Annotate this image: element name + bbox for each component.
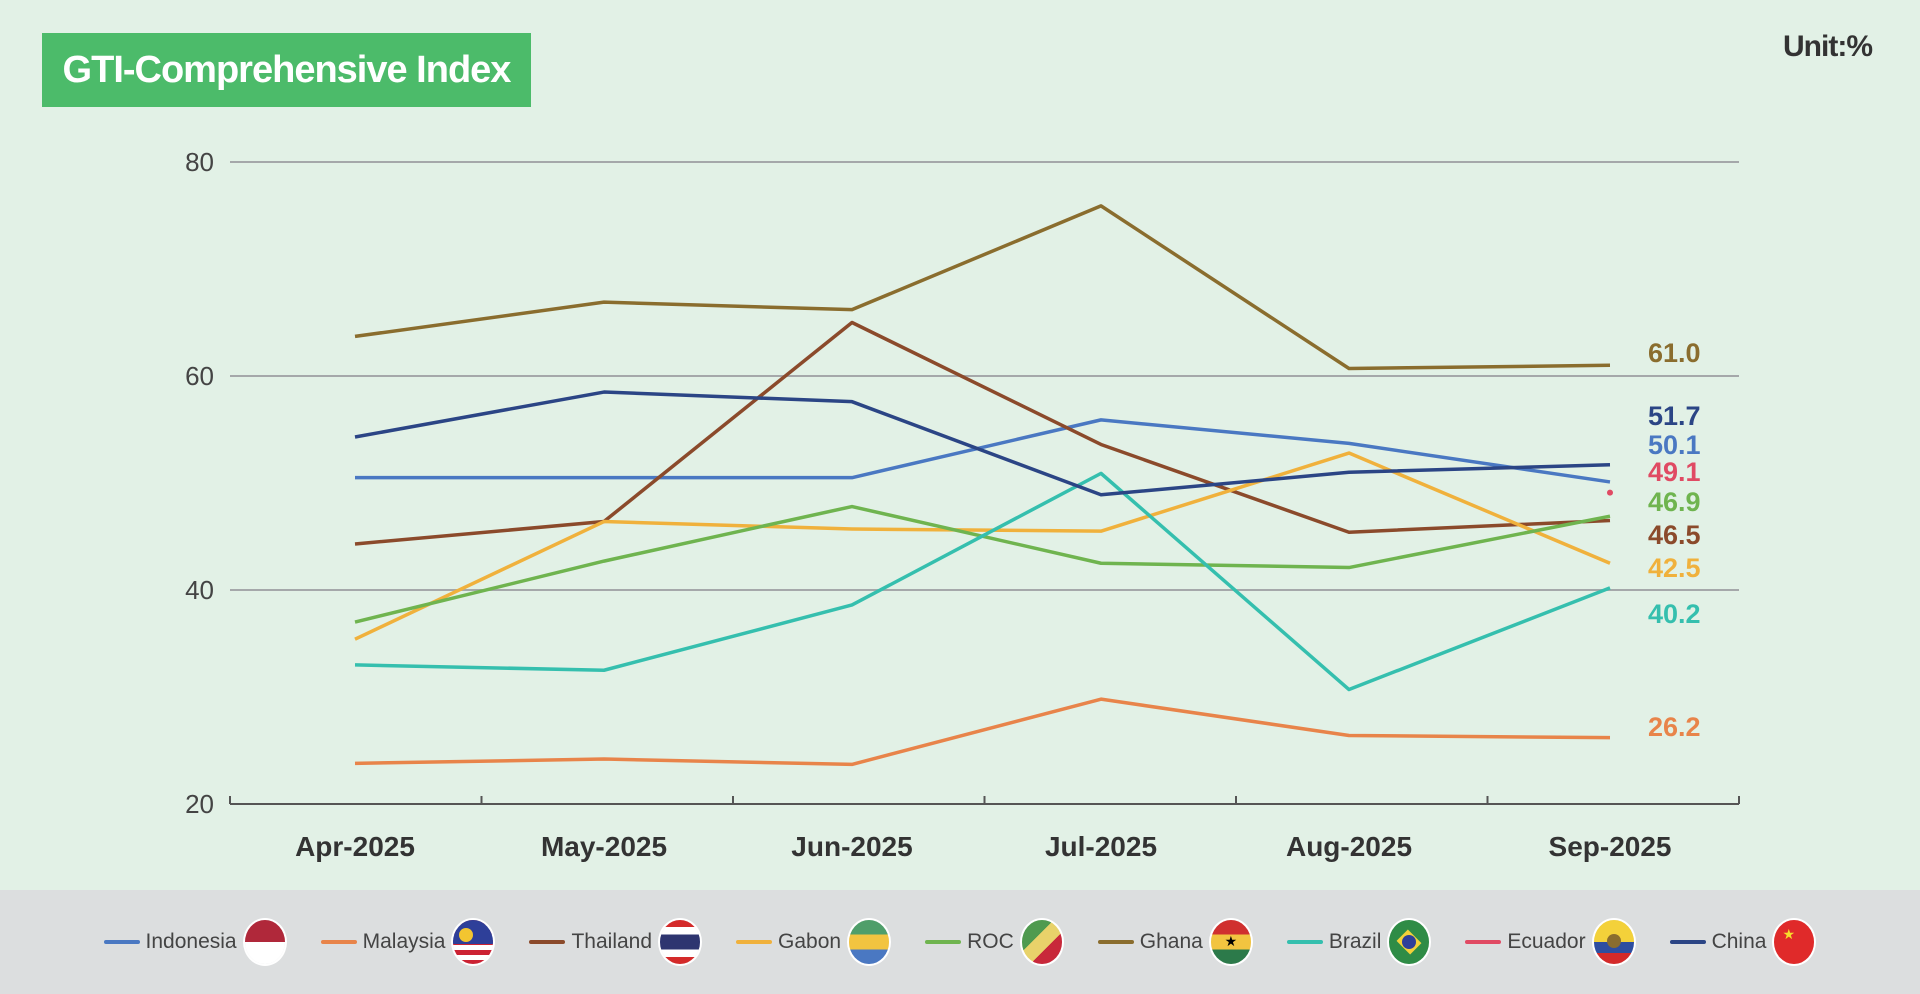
end-value-label: 40.2 (1648, 599, 1701, 629)
x-tick-label: Sep-2025 (1549, 831, 1672, 862)
unit-label: Unit:% (1783, 30, 1873, 63)
gabon-flag-icon (847, 918, 892, 966)
y-tick-label: 80 (185, 147, 214, 177)
legend-label: Indonesia (145, 930, 237, 953)
legend-item-ecuador: Ecuador (1465, 918, 1636, 966)
x-tick-label: May-2025 (541, 831, 667, 862)
legend-item-brazil: Brazil (1286, 918, 1432, 966)
legend-item-roc: ROC (925, 918, 1064, 966)
x-tick-label: Jul-2025 (1045, 831, 1157, 862)
series-line-gabon (354, 451, 1611, 641)
y-tick-label: 60 (185, 361, 214, 391)
brazil-flag-icon (1387, 918, 1432, 966)
y-tick-label: 40 (185, 575, 214, 605)
legend-swatch (736, 940, 773, 944)
legend-swatch (925, 940, 962, 944)
legend-label: ROC (967, 930, 1014, 953)
series-line-china (354, 390, 1611, 497)
series-line-thailand (354, 320, 1611, 546)
end-value-label: 26.2 (1648, 712, 1701, 742)
legend-swatch (1097, 940, 1134, 944)
legend: Indonesia Malaysia Thailand Gabon ROC Ghana ★ B… (0, 890, 1920, 994)
legend-swatch (1669, 940, 1706, 944)
series-line-malaysia (354, 697, 1611, 767)
end-value-label: 50.1 (1648, 430, 1701, 460)
legend-label: Gabon (778, 930, 842, 953)
legend-item-gabon: Gabon (736, 918, 892, 966)
legend-swatch (320, 940, 357, 944)
thailand-flag-icon (658, 918, 703, 966)
malaysia-flag-icon (451, 918, 496, 966)
legend-label: Malaysia (362, 930, 446, 953)
series-line-ghana (354, 204, 1611, 371)
end-value-label: 51.7 (1648, 401, 1701, 431)
legend-label: Thailand (571, 930, 653, 953)
legend-item-malaysia: Malaysia (320, 918, 496, 966)
legend-item-china: China ★ (1669, 918, 1817, 966)
roc-flag-icon (1019, 918, 1064, 966)
legend-swatch (1465, 940, 1502, 944)
legend-item-thailand: Thailand (529, 918, 703, 966)
end-value-label: 42.5 (1648, 553, 1701, 583)
china-flag-icon: ★ (1772, 918, 1817, 966)
x-tick-label: Aug-2025 (1286, 831, 1412, 862)
legend-label: China (1711, 930, 1767, 953)
legend-label: Brazil (1328, 930, 1382, 953)
end-value-label: 61.0 (1648, 338, 1701, 368)
end-value-label: 46.5 (1648, 520, 1701, 550)
legend-swatch (1286, 940, 1323, 944)
legend-item-indonesia: Indonesia (103, 918, 287, 966)
legend-item-ghana: Ghana ★ (1097, 918, 1253, 966)
series-point-ecuador (1607, 489, 1613, 496)
legend-label: Ecuador (1507, 930, 1586, 953)
legend-swatch (529, 940, 566, 944)
chart-title: GTI-Comprehensive Index (42, 33, 531, 107)
x-tick-label: Jun-2025 (791, 831, 912, 862)
ecuador-flag-icon (1591, 918, 1636, 966)
y-tick-label: 20 (185, 789, 214, 819)
x-tick-label: Apr-2025 (295, 831, 415, 862)
legend-label: Ghana (1139, 930, 1203, 953)
line-chart: 20 40 60 80 Apr-2025 May-2025 Jun-2025 Jul-2025… (185, 147, 1740, 862)
legend-swatch (103, 940, 140, 944)
end-value-label: 49.1 (1648, 457, 1701, 487)
series-line-roc (354, 504, 1611, 624)
series-line-brazil (354, 471, 1611, 692)
end-value-label: 46.9 (1648, 487, 1701, 517)
ghana-flag-icon: ★ (1208, 918, 1253, 966)
indonesia-flag-icon (242, 918, 287, 966)
